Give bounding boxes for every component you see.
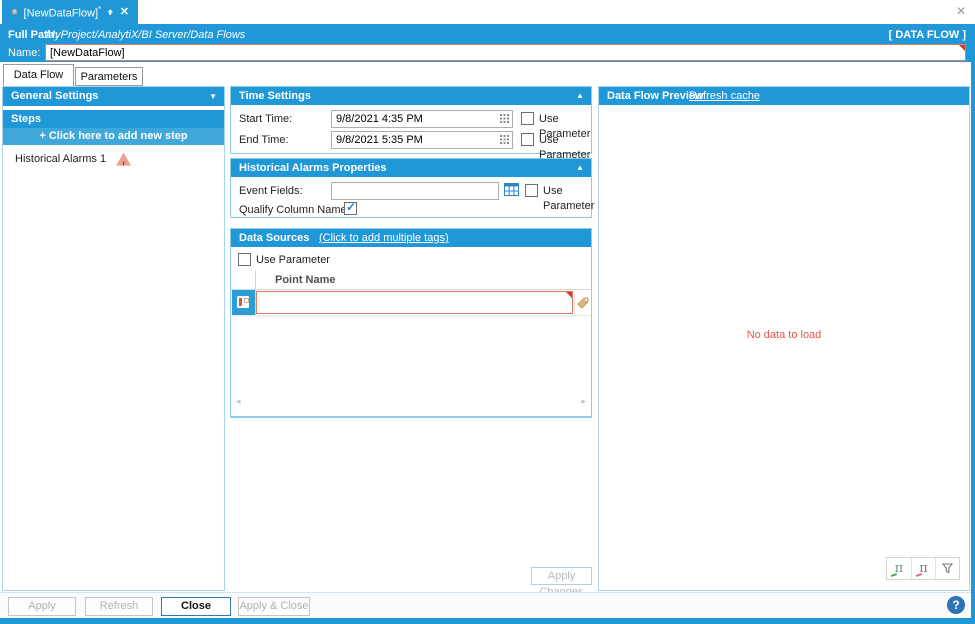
add-multiple-tags-link[interactable]: (Click to add multiple tags) bbox=[319, 232, 449, 244]
preview-header: Data Flow Preview Refresh cache bbox=[599, 87, 969, 105]
collapse-up-icon[interactable]: ▲ bbox=[576, 163, 584, 172]
start-time-input[interactable] bbox=[331, 110, 513, 128]
tag-icon[interactable] bbox=[577, 297, 589, 309]
general-settings-title: General Settings bbox=[11, 90, 99, 102]
alarm-properties-title: Historical Alarms Properties bbox=[239, 162, 387, 174]
window-right-border bbox=[971, 62, 975, 618]
qualify-column-names-label: Qualify Column Names: bbox=[239, 204, 356, 216]
tab-parameters[interactable]: Parameters bbox=[75, 67, 143, 86]
step-list-item[interactable]: Historical Alarms 1! bbox=[15, 149, 132, 169]
filter-icon[interactable] bbox=[935, 558, 959, 579]
scroll-left-icon[interactable]: ◂ bbox=[236, 396, 241, 406]
alarm-properties-card: Historical Alarms Properties ▲ Event Fie… bbox=[230, 158, 595, 218]
name-field-wrap bbox=[45, 44, 966, 61]
editor-tab-bar: Data Flow Parameters bbox=[0, 62, 975, 86]
window-close-icon[interactable]: ✕ bbox=[955, 4, 966, 18]
tab-title: [NewDataFlow]* bbox=[23, 4, 102, 20]
data-sources-card: Data Sources (Click to add multiple tags… bbox=[230, 228, 592, 418]
refresh-button[interactable]: Refresh bbox=[85, 597, 153, 616]
modified-marker: * bbox=[98, 4, 102, 14]
event-fields-use-parameter-checkbox[interactable] bbox=[525, 184, 538, 197]
time-settings-header[interactable]: Time Settings ▲ bbox=[231, 87, 591, 105]
event-fields-input[interactable] bbox=[331, 182, 499, 200]
window-bottom-border bbox=[0, 618, 975, 624]
pi-red-icon[interactable]: π bbox=[911, 558, 935, 579]
step-label: Historical Alarms 1 bbox=[15, 153, 107, 165]
refresh-cache-link[interactable]: Refresh cache bbox=[689, 90, 760, 102]
apply-button[interactable]: Apply bbox=[8, 597, 76, 616]
grid-header-underline bbox=[231, 289, 591, 290]
row-selector-cell[interactable] bbox=[232, 290, 255, 315]
end-time-label: End Time: bbox=[239, 134, 289, 146]
start-time-use-parameter-checkbox[interactable] bbox=[521, 112, 534, 125]
time-settings-card: Time Settings ▲ Start Time: Use Paramete… bbox=[230, 86, 592, 161]
cell-validation-corner-marker bbox=[566, 292, 572, 298]
full-path-value: MyProject/AnalytiX/BI Server/Data Flows bbox=[46, 29, 246, 41]
type-badge: [ DATA FLOW ] bbox=[888, 29, 966, 41]
scroll-right-icon[interactable]: ▸ bbox=[581, 396, 586, 406]
data-sources-header: Data Sources (Click to add multiple tags… bbox=[231, 229, 591, 247]
end-time-use-parameter-checkbox[interactable] bbox=[521, 133, 534, 146]
warning-icon: ! bbox=[116, 152, 132, 166]
data-sources-use-parameter-checkbox[interactable] bbox=[238, 253, 251, 266]
start-time-picker-icon[interactable] bbox=[499, 113, 510, 124]
name-input[interactable] bbox=[45, 44, 966, 61]
point-name-input[interactable] bbox=[256, 291, 573, 314]
collapse-up-icon[interactable]: ▲ bbox=[576, 91, 584, 100]
event-fields-table-icon[interactable] bbox=[504, 183, 519, 196]
general-settings-header[interactable]: General Settings ▼ bbox=[3, 87, 224, 106]
time-settings-title: Time Settings bbox=[239, 90, 311, 102]
left-panel: General Settings ▼ Steps + Click here to… bbox=[2, 86, 225, 591]
point-name-cell bbox=[256, 291, 573, 314]
tab-close-icon[interactable]: ✕ bbox=[119, 5, 129, 18]
validation-corner-marker bbox=[959, 45, 965, 51]
footer-bar: Apply Refresh Close Apply & Close ? bbox=[0, 592, 975, 618]
qualify-column-names-checkbox[interactable] bbox=[344, 200, 357, 215]
window-tab-strip: [NewDataFlow]* ✕ ✕ bbox=[0, 0, 975, 24]
event-fields-use-parameter-label: Use Parameter bbox=[543, 185, 595, 212]
name-label: Name: bbox=[8, 47, 41, 59]
data-sources-title: Data Sources bbox=[239, 232, 310, 244]
tab-data-flow[interactable]: Data Flow bbox=[3, 64, 74, 86]
move-up-icon[interactable] bbox=[107, 6, 114, 18]
event-fields-label: Event Fields: bbox=[239, 185, 303, 197]
column-header-point-name[interactable]: Point Name bbox=[275, 274, 336, 286]
header-band: Full Path: MyProject/AnalytiX/BI Server/… bbox=[0, 24, 975, 62]
full-path-label: Full Path: bbox=[8, 29, 59, 41]
start-time-use-parameter-label: Use Parameter bbox=[539, 113, 591, 140]
end-time-picker-icon[interactable] bbox=[499, 134, 510, 145]
document-tab[interactable]: [NewDataFlow]* ✕ bbox=[2, 0, 138, 24]
end-time-input[interactable] bbox=[331, 131, 513, 149]
no-data-message: No data to load bbox=[746, 329, 822, 341]
preview-panel: Data Flow Preview Refresh cache No data … bbox=[598, 86, 970, 591]
apply-changes-button[interactable]: Apply Changes bbox=[531, 567, 592, 598]
tag-browse-cell[interactable] bbox=[574, 291, 591, 314]
data-sources-use-parameter-label: Use Parameter bbox=[256, 254, 330, 266]
apply-and-close-button[interactable]: Apply & Close bbox=[238, 597, 310, 616]
grid-column-separator bbox=[255, 270, 256, 315]
pi-green-icon[interactable]: π bbox=[887, 558, 911, 579]
preview-toolbar: π π bbox=[886, 557, 960, 580]
close-button[interactable]: Close bbox=[161, 597, 231, 616]
preview-title: Data Flow Preview bbox=[607, 90, 704, 102]
steps-title: Steps bbox=[11, 113, 41, 125]
row-edit-icon bbox=[237, 296, 249, 308]
alarm-properties-header[interactable]: Historical Alarms Properties ▲ bbox=[231, 159, 591, 177]
grid-row-underline bbox=[231, 315, 591, 316]
help-icon[interactable]: ? bbox=[947, 596, 965, 614]
chevron-down-icon[interactable]: ▼ bbox=[209, 92, 217, 101]
add-step-button[interactable]: + Click here to add new step bbox=[3, 128, 224, 145]
steps-header: Steps bbox=[3, 110, 224, 128]
start-time-label: Start Time: bbox=[239, 113, 293, 125]
dataflow-doc-icon bbox=[11, 9, 17, 15]
